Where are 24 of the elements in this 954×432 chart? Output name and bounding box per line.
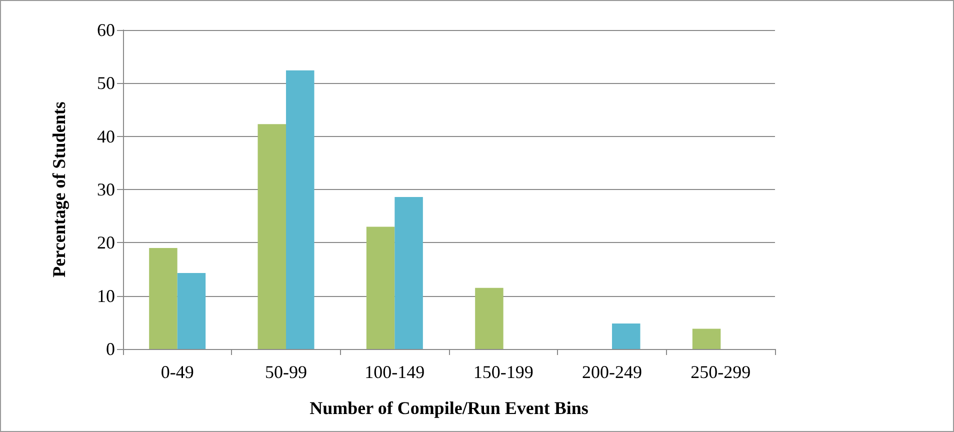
y-tick-label: 60	[97, 20, 115, 40]
x-tick-label: 0-49	[160, 362, 194, 382]
y-tick-label: 10	[97, 286, 115, 306]
x-axis-title: Number of Compile/Run Event Bins	[310, 398, 588, 418]
y-tick-label: 30	[97, 180, 115, 200]
bar	[394, 196, 423, 349]
x-tick-label: 150-199	[473, 362, 534, 382]
bar	[286, 70, 314, 349]
y-tick-label: 0	[106, 339, 115, 359]
y-tick-label: 20	[97, 232, 115, 253]
bar	[258, 124, 286, 349]
x-tick-label: 200-249	[582, 362, 642, 382]
bar	[366, 226, 395, 349]
x-tick-label: 100-149	[364, 362, 425, 382]
x-tick-label: 250-299	[690, 362, 751, 382]
bar	[475, 288, 504, 349]
y-tick-label: 50	[97, 73, 115, 94]
y-axis-title: Percentage of Students	[49, 102, 69, 278]
bar	[692, 328, 721, 349]
bar	[177, 272, 206, 349]
x-tick-label: 50-99	[265, 362, 307, 382]
y-tick-label: 40	[97, 126, 115, 146]
bar	[612, 323, 640, 349]
bar	[149, 248, 178, 349]
